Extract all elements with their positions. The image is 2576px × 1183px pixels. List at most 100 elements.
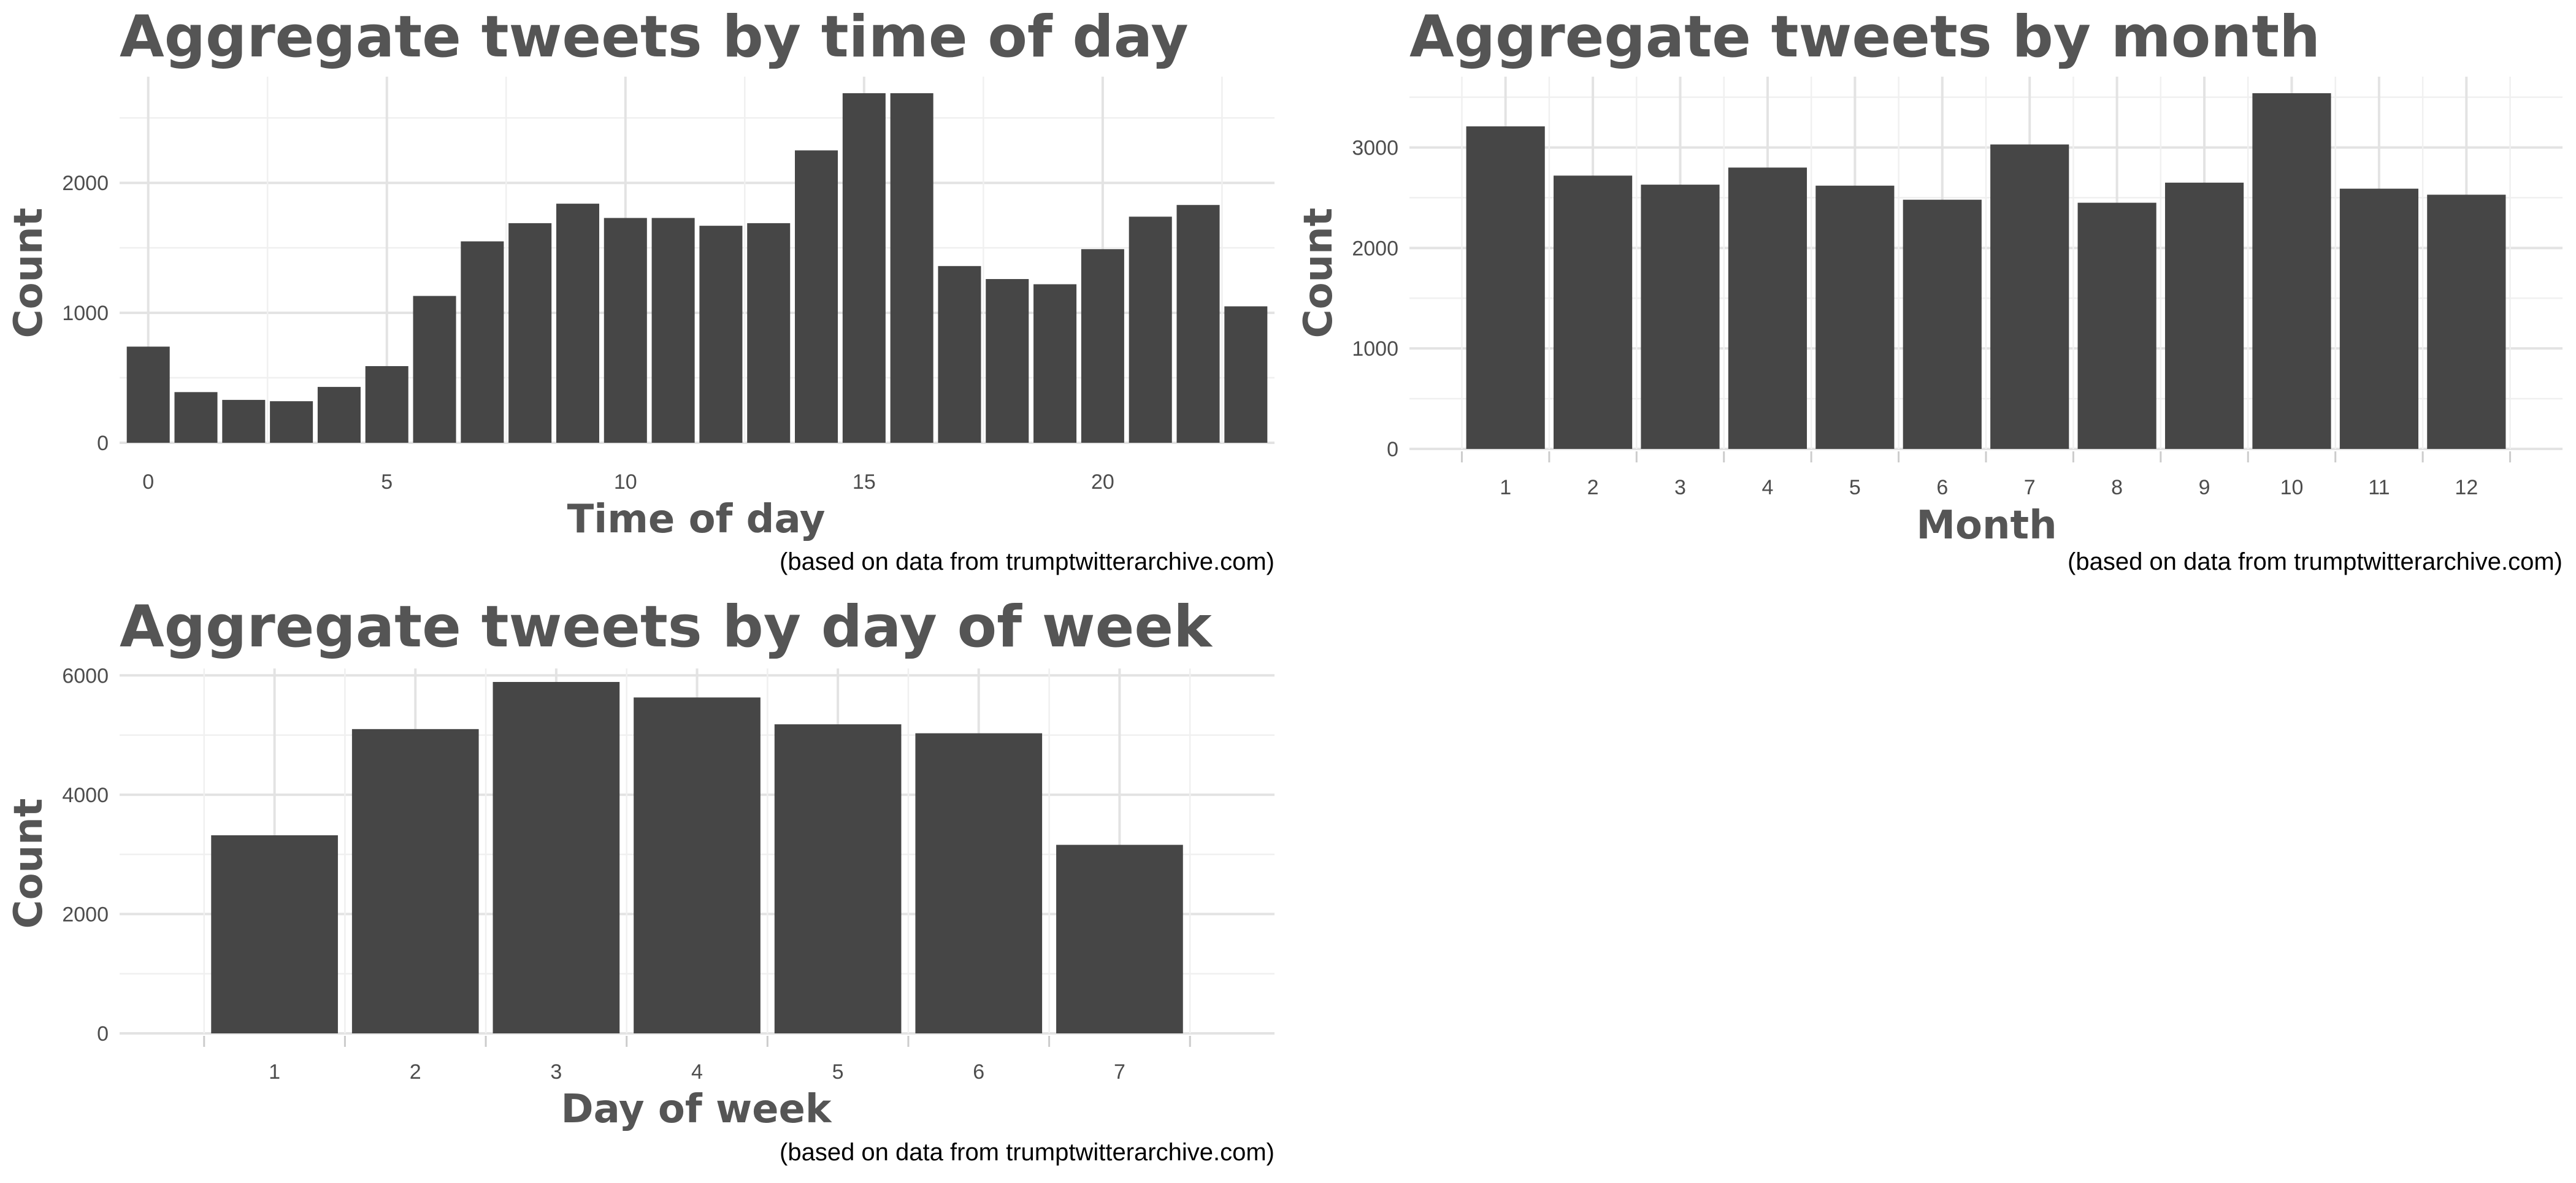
y-tick-label: 2000 — [62, 903, 109, 926]
x-tick-label: 9 — [2199, 476, 2210, 499]
bar-hour-3 — [270, 401, 313, 443]
y-ticks-day-of-week: 0 2000 4000 6000 — [62, 664, 109, 1046]
bar-hour-5 — [365, 366, 408, 443]
x-tick-label: 20 — [1091, 470, 1114, 494]
y-axis-title-time-of-day: Count — [6, 208, 52, 339]
bar-hour-12 — [699, 226, 743, 443]
bar-hour-1 — [174, 392, 218, 443]
x-tick-label: 12 — [2455, 476, 2478, 499]
chart-title-time-of-day: Aggregate tweets by time of day — [120, 4, 1189, 71]
y-tick-label: 2000 — [1352, 237, 1398, 260]
bar-day-of-week-7 — [1056, 844, 1183, 1033]
bar-month-5 — [1815, 185, 1895, 449]
caption-month: (based on data from trumptwitterarchive.… — [2068, 548, 2563, 575]
bar-hour-8 — [508, 223, 552, 443]
x-tick-label: 3 — [1674, 476, 1686, 499]
bar-month-9 — [2164, 182, 2244, 449]
x-tick-label: 10 — [2280, 476, 2304, 499]
chart-title-day-of-week: Aggregate tweets by day of week — [120, 594, 1213, 660]
x-tick-label: 5 — [832, 1060, 844, 1084]
bar-hour-21 — [1129, 216, 1172, 443]
x-tick-label: 11 — [2368, 476, 2390, 499]
x-ticks-day-of-week: 1 2 3 4 5 6 7 — [269, 1060, 1125, 1084]
x-tick-label: 0 — [142, 470, 154, 494]
x-tick-label: 5 — [1849, 476, 1861, 499]
chart-title-month: Aggregate tweets by month — [1409, 4, 2320, 71]
x-axis-title-day-of-week: Day of week — [561, 1087, 832, 1132]
bar-month-4 — [1728, 167, 1807, 449]
bar-hour-22 — [1176, 205, 1220, 443]
x-tick-label: 15 — [853, 470, 876, 494]
bar-hour-23 — [1224, 306, 1268, 443]
x-tick-label: 2 — [410, 1060, 421, 1084]
y-axis-title-month: Count — [1296, 208, 1341, 339]
y-tick-label: 1000 — [1352, 337, 1398, 361]
panel-day-of-week: 0 2000 4000 6000 1 2 3 4 5 6 7 Aggregate tweets b… — [6, 594, 1275, 1166]
x-tick-label: 2 — [1587, 476, 1599, 499]
x-tick-label: 4 — [1761, 476, 1773, 499]
bar-month-7 — [1990, 144, 2069, 449]
x-axis-title-month: Month — [1916, 503, 2057, 548]
caption-day-of-week: (based on data from trumptwitterarchive.… — [780, 1139, 1275, 1166]
x-tick-label: 8 — [2111, 476, 2123, 499]
bar-day-of-week-3 — [493, 682, 620, 1033]
bar-day-of-week-4 — [634, 697, 761, 1033]
x-tick-label: 10 — [614, 470, 637, 494]
x-tick-label: 6 — [973, 1060, 984, 1084]
y-ticks-month: 0 1000 2000 3000 — [1352, 136, 1398, 461]
bars-time-of-day — [126, 93, 1268, 443]
y-ticks-time-of-day: 0 1000 2000 — [62, 172, 109, 455]
bar-month-12 — [2427, 194, 2506, 449]
caption-time-of-day: (based on data from trumptwitterarchive.… — [780, 548, 1275, 575]
bar-hour-2 — [222, 400, 266, 443]
x-tick-label: 6 — [1936, 476, 1948, 499]
bar-month-10 — [2252, 93, 2331, 449]
y-tick-label: 0 — [97, 432, 109, 455]
y-tick-label: 2000 — [62, 172, 109, 195]
x-ticks-time-of-day: 0 5 10 15 20 — [142, 470, 1114, 494]
bar-day-of-week-5 — [774, 724, 902, 1033]
bar-hour-9 — [556, 204, 599, 443]
bar-month-3 — [1641, 185, 1720, 449]
y-axis-title-day-of-week: Count — [6, 798, 52, 929]
bar-month-8 — [2077, 202, 2156, 449]
bars-day-of-week — [211, 682, 1183, 1033]
bars-month — [1466, 93, 2506, 449]
bar-month-1 — [1466, 126, 1545, 449]
bar-day-of-week-6 — [915, 733, 1043, 1033]
bar-day-of-week-1 — [211, 835, 338, 1033]
y-tick-label: 0 — [1387, 438, 1398, 461]
y-tick-label: 1000 — [62, 302, 109, 325]
bar-hour-20 — [1081, 249, 1124, 443]
x-tick-label: 3 — [550, 1060, 562, 1084]
bar-hour-4 — [317, 386, 361, 443]
x-tick-label: 1 — [1500, 476, 1511, 499]
x-tick-label: 7 — [2024, 476, 2036, 499]
bar-hour-6 — [413, 296, 456, 443]
x-tick-label: 1 — [269, 1060, 280, 1084]
bar-day-of-week-2 — [351, 729, 479, 1033]
bar-hour-18 — [986, 279, 1029, 443]
bar-hour-13 — [747, 223, 791, 443]
y-tick-label: 0 — [97, 1022, 109, 1046]
bar-month-6 — [1903, 199, 1982, 449]
bar-hour-7 — [461, 241, 504, 443]
bar-hour-16 — [890, 93, 933, 443]
bar-month-2 — [1554, 175, 1633, 449]
y-tick-label: 4000 — [62, 784, 109, 807]
bar-hour-17 — [938, 266, 981, 443]
x-axis-title-time-of-day: Time of day — [567, 497, 826, 542]
y-tick-label: 3000 — [1352, 136, 1398, 159]
bar-hour-14 — [795, 150, 838, 443]
bar-hour-10 — [604, 218, 647, 443]
x-tick-label: 5 — [381, 470, 393, 494]
bar-hour-11 — [651, 218, 695, 443]
x-ticks-month: 1 2 3 4 5 6 7 8 9 10 11 12 — [1500, 476, 2478, 499]
bar-hour-0 — [126, 346, 170, 443]
panel-time-of-day: 0 1000 2000 0 5 10 15 20 Aggregate tweets by t… — [6, 4, 1275, 575]
x-tick-label: 4 — [691, 1060, 703, 1084]
bar-hour-19 — [1033, 284, 1077, 443]
